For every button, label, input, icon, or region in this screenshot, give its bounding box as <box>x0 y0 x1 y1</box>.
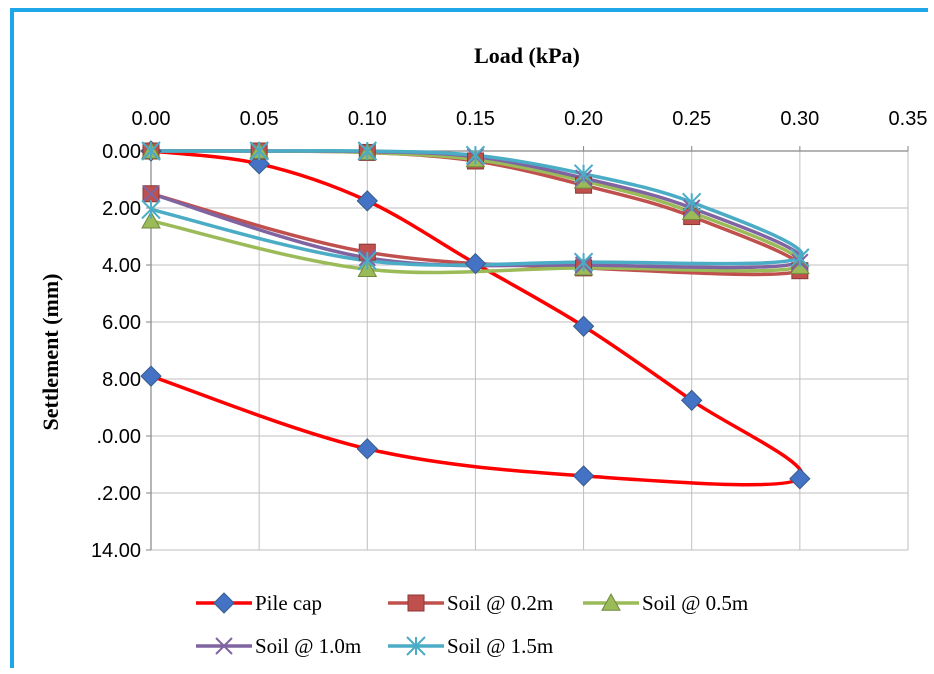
series-lines <box>151 151 802 485</box>
y-tick-label: 8.00 <box>102 369 141 391</box>
legend-label: Soil @ 1.5m <box>447 634 553 658</box>
data-point <box>357 439 377 459</box>
x-tick-labels: 0.00 0.05 0.10 0.15 0.20 0.25 0.30 0.35 <box>132 108 928 130</box>
y-tick-label: .0.00 <box>97 426 141 448</box>
legend-item: Soil @ 0.5m <box>583 591 748 615</box>
data-point <box>790 469 810 489</box>
legend-label: Soil @ 1.0m <box>255 634 361 658</box>
y-tick-labels: 0.00 2.00 4.00 6.00 8.00 .0.00 .2.00 14.00 <box>91 141 141 562</box>
legend: Pile cap Soil @ 0.2m Soil @ 0.5m Soil @ 1.0… <box>196 591 748 658</box>
legend-marker <box>214 593 234 613</box>
y-tick-label: 0.00 <box>102 141 141 163</box>
x-tick-label: 0.30 <box>780 108 819 130</box>
x-tick-label: 0.15 <box>456 108 495 130</box>
data-point <box>141 366 161 386</box>
y-tick-label: 2.00 <box>102 198 141 220</box>
legend-label: Soil @ 0.2m <box>447 591 553 615</box>
x-tick-label: 0.10 <box>348 108 387 130</box>
x-tick-label: 0.25 <box>672 108 711 130</box>
legend-item: Pile cap <box>196 591 322 615</box>
data-point <box>574 466 594 486</box>
x-tick-label: 0.20 <box>564 108 603 130</box>
y-tick-label: 4.00 <box>102 255 141 277</box>
series-line-0 <box>151 151 802 485</box>
grid-lines <box>146 146 908 550</box>
legend-marker <box>408 595 424 611</box>
legend-label: Pile cap <box>255 591 322 615</box>
legend-item: Soil @ 1.5m <box>388 634 553 658</box>
x-tick-label: 0.05 <box>240 108 279 130</box>
x-axis-title: Load (kPa) <box>474 43 580 68</box>
x-tick-label: 0.35 <box>889 108 928 130</box>
legend-label: Soil @ 0.5m <box>642 591 748 615</box>
data-point <box>574 316 594 336</box>
legend-item: Soil @ 1.0m <box>196 634 361 658</box>
y-axis-title: Settlement (mm) <box>38 274 63 431</box>
x-tick-label: 0.00 <box>132 108 171 130</box>
y-tick-label: 6.00 <box>102 312 141 334</box>
y-tick-label: 14.00 <box>91 540 141 562</box>
y-tick-label: .2.00 <box>97 483 141 505</box>
legend-item: Soil @ 0.2m <box>388 591 553 615</box>
